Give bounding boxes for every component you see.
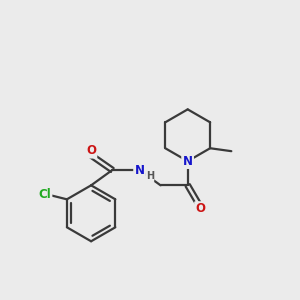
Text: N: N [183,155,193,168]
Text: Cl: Cl [38,188,51,201]
Text: O: O [86,144,96,158]
Text: O: O [195,202,205,215]
Text: N: N [183,155,193,168]
Text: H: H [146,172,154,182]
Text: N: N [134,164,144,176]
